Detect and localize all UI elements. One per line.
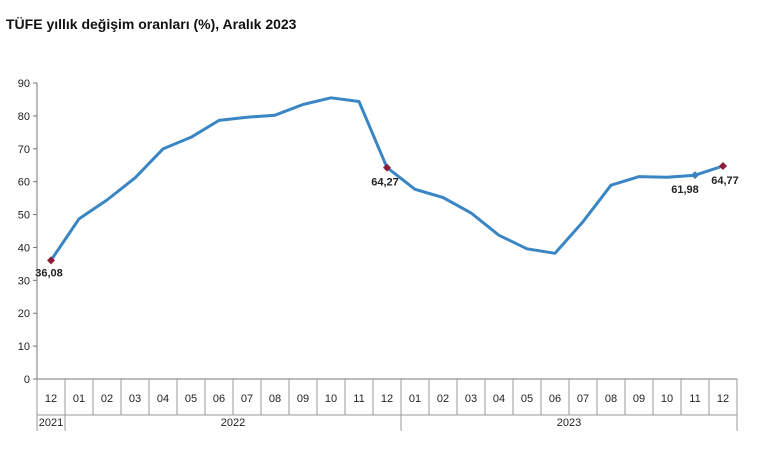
x-tick-label: 02	[101, 393, 113, 405]
y-tick-label: 90	[18, 78, 30, 90]
y-tick-label: 70	[18, 144, 30, 156]
x-tick-label: 11	[353, 393, 364, 405]
data-marker	[719, 161, 727, 170]
x-tick-label: 06	[213, 393, 225, 405]
x-tick-label: 04	[157, 393, 169, 405]
x-tick-label: 10	[325, 393, 337, 405]
x-tick-label: 07	[241, 393, 253, 405]
y-tick-label: 10	[18, 341, 30, 353]
data-label: 64,27	[371, 177, 399, 189]
y-tick-label: 50	[18, 210, 30, 222]
x-tick-label: 01	[409, 393, 421, 405]
y-tick-label: 40	[18, 242, 30, 254]
x-tick-label: 01	[73, 393, 85, 405]
x-tick-label: 09	[633, 393, 645, 405]
x-tick-label: 04	[493, 393, 505, 405]
chart-title: TÜFE yıllık değişim oranları (%), Aralık…	[6, 16, 297, 32]
y-tick-label: 30	[18, 275, 30, 287]
year-label: 2023	[557, 417, 581, 429]
data-marker	[691, 171, 699, 180]
data-marker	[47, 256, 55, 265]
x-tick-label: 12	[381, 393, 393, 405]
x-tick-label: 08	[269, 393, 281, 405]
year-label: 2022	[221, 417, 245, 429]
data-label: 36,08	[35, 267, 63, 279]
x-tick-label: 07	[577, 393, 589, 405]
x-tick-label: 09	[297, 393, 309, 405]
x-tick-label: 11	[689, 393, 700, 405]
data-label: 61,98	[671, 184, 699, 196]
y-tick-label: 0	[24, 374, 30, 386]
x-tick-label: 05	[185, 393, 197, 405]
data-marker	[383, 163, 391, 172]
x-tick-label: 10	[661, 393, 673, 405]
y-tick-label: 20	[18, 308, 30, 320]
year-label: 2021	[39, 417, 63, 429]
x-tick-label: 05	[521, 393, 533, 405]
x-tick-label: 06	[549, 393, 561, 405]
x-tick-label: 03	[129, 393, 141, 405]
x-tick-label: 12	[45, 393, 57, 405]
x-tick-label: 08	[605, 393, 617, 405]
x-tick-label: 02	[437, 393, 449, 405]
y-tick-label: 80	[18, 111, 30, 123]
data-label: 64,77	[711, 175, 739, 187]
x-tick-label: 12	[717, 393, 729, 405]
x-tick-label: 03	[465, 393, 477, 405]
y-tick-label: 60	[18, 177, 30, 189]
